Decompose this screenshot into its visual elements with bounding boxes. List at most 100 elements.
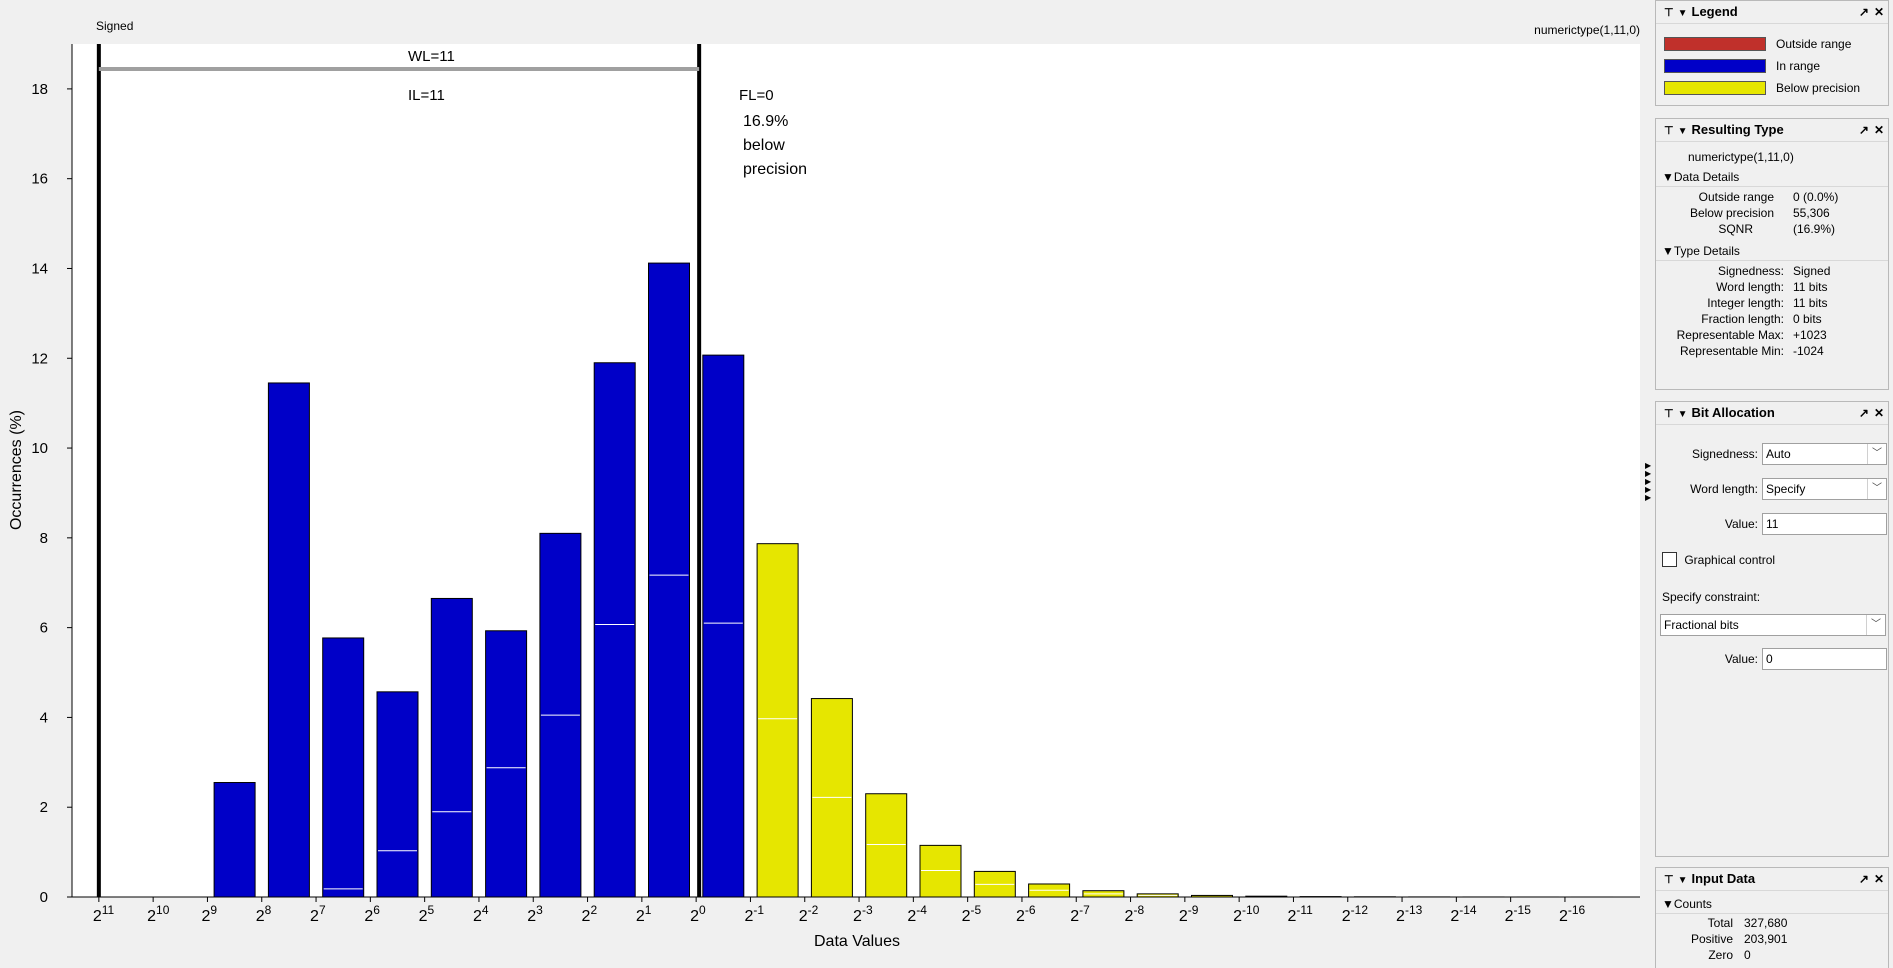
undock-icon[interactable]: ↗ [1858,123,1869,137]
constraint-label: Specify constraint: [1662,590,1761,604]
signedness-select[interactable]: Auto ﹀ [1762,443,1887,465]
constraint-value-input[interactable]: 0 [1762,648,1887,670]
histogram-bar [267,382,310,898]
data-details-header[interactable]: ▼Data Details [1656,168,1888,187]
x-tick-label: 2-5 [962,903,982,925]
close-icon[interactable]: ✕ [1873,123,1884,137]
x-tick-label: 2-15 [1505,903,1532,925]
pin-icon[interactable]: ⊤ [1664,7,1674,19]
bit-allocation-header[interactable]: ⊤ ▼ Bit Allocation ↗ ✕ [1656,402,1888,425]
graphical-control-row: Graphical control [1662,552,1775,570]
collapse-triangle-icon: ▼ [1662,170,1674,184]
chevron-down-icon: ﹀ [1867,479,1886,499]
graphical-control-checkbox[interactable] [1662,552,1677,568]
chevron-down-icon: ﹀ [1866,615,1885,635]
y-tick-label: 12 [31,350,48,367]
count-row: Positive 203,901 [1690,932,1788,946]
detail-row: Representable Max: +1023 [1676,328,1827,342]
x-tick-label: 26 [364,903,380,925]
x-tick-label: 2-2 [799,903,819,925]
constraint-value-row: Value: 0 [1656,648,1888,672]
legend-label: Below precision [1776,81,1861,95]
counts-header[interactable]: ▼Counts [1656,895,1888,914]
histogram-plot-area[interactable]: 0 2 4 6 8 10 12 14 16 18 211 210 29 28 27 26 25 24 23 22 21… [0,0,1643,968]
word-length-label: WL=11 [408,48,455,65]
x-axis: 211 210 29 28 27 26 25 24 23 22 21 20 2-1 2-2 2-3 2-4 2-… [72,896,1640,925]
resulting-type-title: Resulting Type [1691,122,1784,137]
x-tick-label: 23 [527,903,543,925]
histogram-bar [919,844,962,898]
legend-panel-header[interactable]: ⊤ ▼ Legend ↗ ✕ [1656,1,1888,24]
x-tick-label: 210 [147,903,170,925]
outside-range-swatch [1664,37,1766,51]
below-precision-note-line1: 16.9% [743,113,788,130]
histogram-bar [593,362,636,898]
bit-allocation-title: Bit Allocation [1691,405,1775,420]
detail-row: Word length: 11 bits [1716,280,1828,294]
counts-list: Total 327,680 Positive 203,901 Zero 0 [1656,914,1888,964]
x-tick-label: 2-8 [1125,903,1145,925]
undock-icon[interactable]: ↗ [1858,872,1869,886]
close-icon[interactable]: ✕ [1873,406,1884,420]
x-tick-label: 28 [256,903,272,925]
close-icon[interactable]: ✕ [1873,872,1884,886]
y-axis-label: Occurrences (%) [8,410,25,530]
x-tick-label: 2-11 [1287,903,1313,925]
dock-arrows-icon[interactable]: ▶ ▶ ▶ ▶ ▶ [1645,461,1652,502]
resulting-type-header[interactable]: ⊤ ▼ Resulting Type ↗ ✕ [1656,119,1888,142]
x-tick-label: 2-14 [1450,903,1477,925]
in-range-swatch [1664,59,1766,73]
y-tick-label: 10 [31,440,48,457]
x-tick-label: 27 [310,903,326,925]
collapse-triangle-icon[interactable]: ▼ [1677,875,1688,886]
word-length-value-row: Value: 11 [1656,513,1888,537]
detail-row: Fraction length: 0 bits [1701,312,1822,326]
histogram-bar [648,262,690,898]
x-tick-label: 2-1 [744,903,764,925]
bars-group [213,262,1614,898]
count-row: Zero 0 [1708,948,1751,962]
signedness-field-label: Signedness: [1691,447,1758,461]
x-tick-label: 2-7 [1070,903,1090,925]
input-data-panel: ⊤ ▼ Input Data ↗ ✕ ▼Counts Total 327,680 Pos… [1655,867,1889,968]
x-tick-label: 2-4 [907,903,927,925]
chevron-down-icon: ﹀ [1867,444,1886,464]
histogram-bar [376,691,419,898]
input-data-header[interactable]: ⊤ ▼ Input Data ↗ ✕ [1656,868,1888,891]
x-tick-label: 2-3 [853,903,873,925]
pin-icon[interactable]: ⊤ [1664,408,1674,420]
x-tick-label: 2-13 [1396,903,1423,925]
legend-label: In range [1776,59,1821,73]
collapse-triangle-icon[interactable]: ▼ [1677,126,1688,137]
constraint-select[interactable]: Fractional bits ﹀ [1660,614,1886,636]
collapse-triangle-icon[interactable]: ▼ [1677,8,1688,19]
y-axis: 0 2 4 6 8 10 12 14 16 18 [31,44,73,906]
legend-title: Legend [1691,4,1738,19]
signedness-row: Signedness: Auto ﹀ [1656,443,1888,467]
detail-row: Representable Min: -1024 [1679,344,1824,358]
pin-icon[interactable]: ⊤ [1664,125,1674,137]
detail-row: Integer length: 11 bits [1707,296,1828,310]
x-tick-label: 2-9 [1179,903,1199,925]
x-tick-label: 2-12 [1342,903,1369,925]
word-length-field-label: Word length: [1690,482,1758,496]
collapse-triangle-icon[interactable]: ▼ [1677,409,1688,420]
type-details-header[interactable]: ▼Type Details [1656,242,1888,261]
y-tick-label: 18 [31,81,48,98]
x-tick-label: 24 [473,903,489,925]
bit-overlay [96,44,702,897]
data-details-list: Outside range 0 (0.0%) Below precision 55,… [1656,187,1888,238]
y-tick-label: 2 [40,799,48,816]
word-length-select[interactable]: Specify ﹀ [1762,478,1887,500]
close-icon[interactable]: ✕ [1873,5,1884,19]
below-precision-note-line3: precision [743,161,807,178]
undock-icon[interactable]: ↗ [1858,5,1869,19]
pin-icon[interactable]: ⊤ [1664,874,1674,886]
undock-icon[interactable]: ↗ [1858,406,1869,420]
word-length-row: Word length: Specify ﹀ [1656,478,1888,502]
y-tick-label: 0 [40,889,48,906]
histogram-bar [756,543,799,898]
word-length-value-input[interactable]: 11 [1762,513,1887,535]
x-tick-label: 21 [636,903,652,925]
